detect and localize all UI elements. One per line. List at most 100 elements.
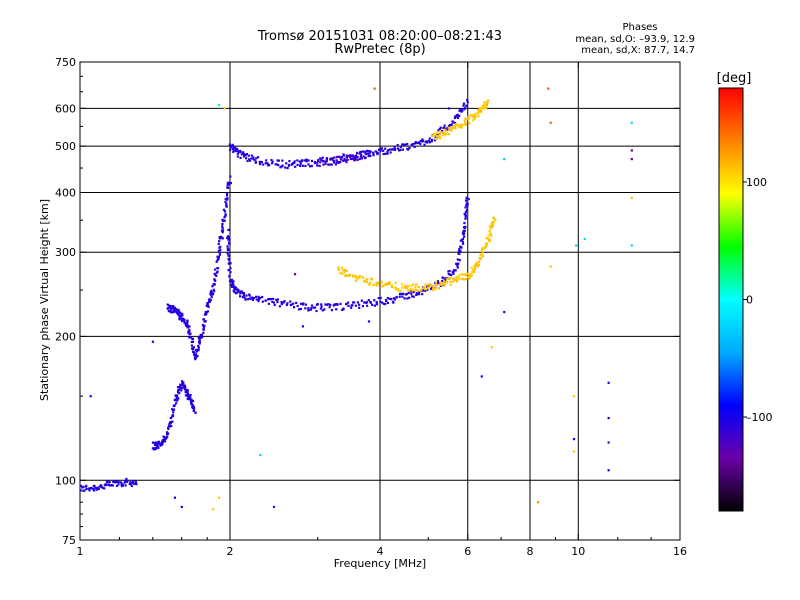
data-point [451, 270, 454, 273]
data-point [174, 309, 177, 313]
data-point [462, 104, 465, 107]
data-point [242, 291, 246, 295]
data-point [325, 303, 329, 306]
data-point [234, 286, 237, 289]
data-point [449, 128, 452, 131]
data-point [234, 149, 237, 152]
data-point [183, 319, 186, 322]
data-point [494, 219, 497, 222]
data-point [393, 286, 396, 289]
data-point [197, 344, 200, 348]
data-point [212, 288, 215, 291]
data-point [220, 229, 224, 232]
data-point [355, 276, 358, 279]
data-point [471, 119, 475, 122]
data-point [233, 288, 237, 291]
data-point [213, 278, 216, 281]
data-point [292, 306, 296, 309]
data-point [333, 156, 336, 159]
data-point [463, 123, 466, 126]
data-point [188, 394, 191, 397]
data-point [212, 508, 215, 511]
data-point [233, 146, 237, 150]
data-point [279, 166, 282, 169]
data-point [211, 291, 214, 295]
data-point [336, 303, 339, 306]
data-point [549, 121, 552, 124]
data-point [372, 154, 375, 157]
data-point [414, 286, 417, 289]
data-point [281, 164, 284, 167]
colorbar-gradient [718, 87, 744, 512]
data-point [82, 485, 85, 488]
data-point [382, 152, 385, 156]
data-point [196, 354, 199, 358]
data-point [173, 496, 177, 499]
data-point [340, 156, 344, 159]
data-point [325, 158, 329, 161]
colorbar-ticks: 100 0 –100 [743, 176, 773, 424]
data-point [231, 143, 234, 146]
data-point [419, 139, 422, 143]
data-point [299, 162, 302, 165]
data-point [259, 163, 262, 166]
data-point [280, 300, 283, 304]
data-point [299, 164, 302, 167]
data-point [338, 160, 341, 164]
data-point [106, 480, 109, 483]
data-point [462, 102, 466, 105]
data-point [189, 397, 192, 400]
data-point [396, 147, 400, 150]
data-point [359, 155, 362, 158]
data-point [471, 270, 474, 273]
data-point [181, 381, 184, 385]
data-point [238, 295, 242, 298]
data-point [464, 117, 467, 120]
data-point [409, 288, 412, 291]
data-point [282, 301, 285, 304]
data-point [374, 150, 377, 153]
data-point [103, 483, 107, 486]
data-point [364, 150, 367, 153]
data-point [454, 269, 457, 272]
data-point [419, 142, 422, 146]
data-point [357, 275, 361, 278]
data-point [434, 281, 438, 284]
data-point [451, 280, 454, 284]
data-point [355, 279, 358, 282]
data-point [230, 146, 233, 149]
data-point [175, 394, 179, 397]
data-point [307, 163, 310, 166]
data-point [412, 290, 415, 294]
data-point [384, 298, 388, 302]
data-point [437, 136, 440, 139]
data-point [319, 161, 322, 164]
data-point [393, 146, 396, 149]
data-point [441, 282, 444, 285]
data-point [213, 272, 216, 275]
colorbar-label: [deg] [717, 71, 752, 86]
x-axis-label: Frequency [MHz] [334, 557, 426, 570]
data-point [161, 440, 164, 444]
data-point [89, 487, 92, 490]
data-point [401, 283, 404, 286]
data-point [485, 242, 488, 245]
data-point [271, 160, 274, 163]
data-point [377, 281, 380, 284]
data-point [453, 116, 457, 119]
data-point [421, 139, 425, 142]
data-point [229, 267, 232, 270]
data-point [232, 289, 235, 292]
data-point [272, 297, 275, 300]
data-point [341, 268, 345, 272]
data-point [209, 293, 212, 296]
data-point [206, 302, 210, 305]
data-point [216, 270, 219, 273]
data-point [198, 342, 201, 345]
data-point [217, 249, 220, 253]
data-point [459, 249, 462, 252]
data-point [276, 298, 279, 301]
data-point [448, 127, 451, 130]
data-point [465, 196, 468, 199]
phases-header: Phases [622, 22, 657, 33]
